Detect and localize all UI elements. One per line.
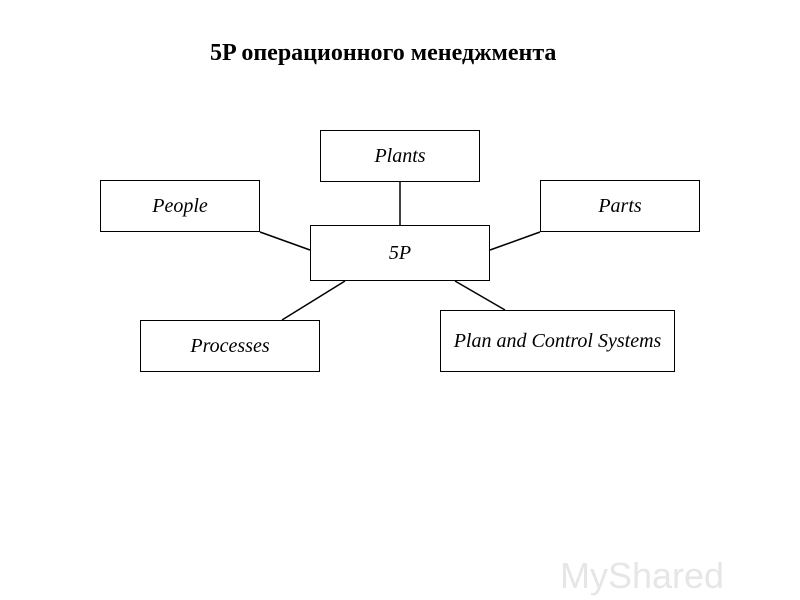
node-parts: Parts [540, 180, 700, 232]
page-title: 5P операционного менеджмента [210, 40, 556, 67]
node-plants: Plants [320, 130, 480, 182]
node-people: People [100, 180, 260, 232]
diagram-edges [0, 0, 800, 600]
node-plan-control: Plan and Control Systems [440, 310, 675, 372]
node-processes: Processes [140, 320, 320, 372]
watermark: MyShared [560, 555, 724, 597]
node-center: 5P [310, 225, 490, 281]
